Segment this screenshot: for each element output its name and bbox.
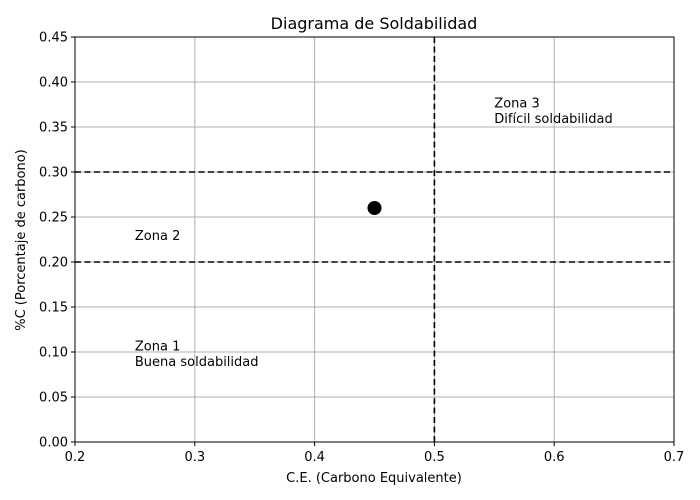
y-tick-label: 0.00 [39, 436, 68, 451]
y-tick-label: 0.30 [39, 166, 68, 181]
x-tick-label: 0.2 [65, 450, 86, 465]
reference-lines [75, 37, 674, 442]
y-tick-label: 0.15 [39, 301, 68, 316]
zone-3-label-line: Zona 3 [494, 97, 539, 112]
zone-3-label-line: Difícil soldabilidad [494, 112, 612, 127]
x-tick-label: 0.7 [664, 450, 685, 465]
x-tick-label: 0.6 [544, 450, 565, 465]
y-tick-label: 0.45 [39, 31, 68, 46]
chart-title: Diagrama de Soldabilidad [271, 14, 478, 33]
zone-1-label-line: Buena soldabilidad [135, 355, 259, 370]
y-tick-label: 0.10 [39, 346, 68, 361]
y-tick-label: 0.35 [39, 121, 68, 136]
x-tick-label: 0.4 [304, 450, 325, 465]
y-axis-ticks: 0.00 0.05 0.10 0.15 0.20 0.25 0.30 0.35 0.40 0.45 [39, 31, 75, 451]
plot-frame [74, 36, 675, 443]
x-tick-label: 0.5 [424, 450, 445, 465]
x-axis-ticks: 0.2 0.3 0.4 0.5 0.6 0.7 [65, 442, 685, 465]
y-tick-label: 0.25 [39, 211, 68, 226]
data-points [367, 201, 382, 215]
y-tick-label: 0.05 [39, 391, 68, 406]
y-tick-label: 0.40 [39, 76, 68, 91]
x-tick-label: 0.3 [184, 450, 205, 465]
y-tick-label: 0.20 [39, 256, 68, 271]
zone-2-label-line: Zona 2 [135, 229, 180, 244]
data-point [367, 201, 382, 215]
y-axis-label: %C (Porcentaje de carbono) [14, 149, 29, 331]
x-axis-label: C.E. (Carbono Equivalente) [286, 471, 462, 486]
zone-1-label-line: Zona 1 [135, 340, 180, 355]
